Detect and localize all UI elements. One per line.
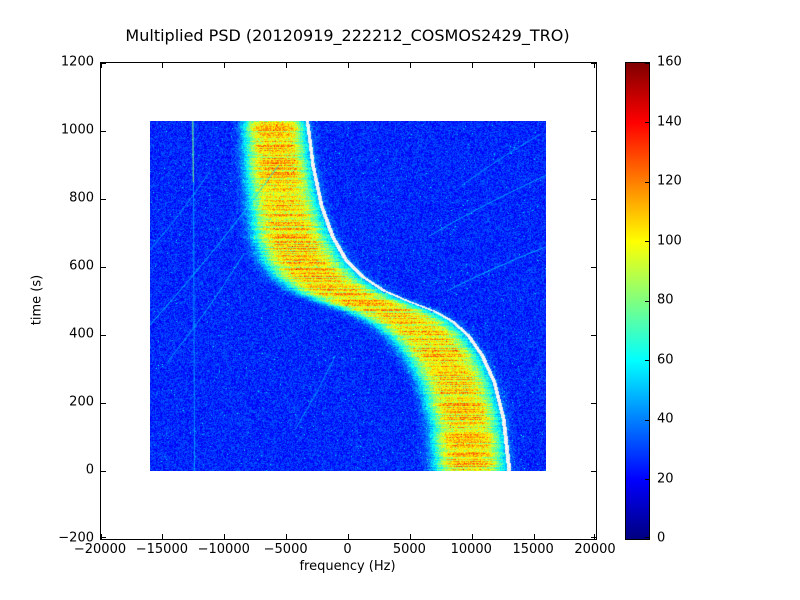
colorbar-tick-label: 100	[657, 233, 682, 248]
tick-mark	[101, 334, 106, 336]
colorbar	[625, 62, 650, 540]
tick-mark	[591, 334, 596, 336]
tick-mark	[101, 537, 106, 538]
tick-mark	[591, 198, 596, 200]
tick-mark	[162, 534, 164, 539]
tick-mark	[594, 534, 595, 539]
tick-mark	[591, 470, 596, 472]
y-tick-label: 0	[85, 462, 94, 478]
tick-mark	[591, 266, 596, 268]
tick-mark	[409, 63, 411, 68]
tick-mark	[348, 63, 349, 68]
tick-mark	[591, 63, 596, 64]
tick-mark	[591, 402, 596, 404]
tick-mark	[471, 534, 473, 539]
colorbar-tick-label: 120	[657, 173, 682, 189]
tick-mark	[533, 63, 535, 68]
tick-mark	[101, 266, 106, 268]
tick-mark	[286, 63, 288, 68]
tick-mark	[645, 63, 649, 64]
axes-frame	[100, 62, 597, 540]
x-tick-label: 10000	[450, 542, 492, 557]
y-axis-label: time (s)	[29, 274, 45, 326]
x-tick-label: 15000	[512, 542, 554, 557]
x-tick-label: −5000	[263, 542, 308, 557]
y-tick-label: 200	[69, 394, 94, 410]
plot-title: Multiplied PSD (20120919_222212_COSMOS24…	[125, 26, 570, 45]
y-tick-label: 800	[69, 190, 94, 206]
y-tick-label: 600	[69, 258, 94, 274]
tick-mark	[533, 534, 535, 539]
tick-mark	[645, 181, 649, 183]
y-tick-label: 1200	[60, 54, 94, 70]
colorbar-tick-label: 20	[657, 471, 674, 486]
spectrogram-heatmap	[150, 121, 546, 471]
tick-mark	[645, 300, 649, 302]
tick-mark	[101, 198, 106, 200]
tick-mark	[409, 534, 411, 539]
tick-mark	[286, 534, 288, 539]
y-tick-label: 400	[69, 326, 94, 342]
colorbar-tick-label: 0	[657, 530, 666, 546]
tick-mark	[101, 130, 106, 132]
y-tick-label: −200	[58, 530, 94, 546]
tick-mark	[471, 63, 473, 68]
colorbar-tick-label: 60	[657, 352, 674, 367]
tick-mark	[645, 537, 649, 538]
tick-mark	[645, 419, 649, 421]
x-tick-label: 20000	[574, 542, 616, 557]
colorbar-tick-label: 160	[657, 54, 682, 70]
tick-mark	[101, 63, 102, 68]
x-tick-label: −10000	[197, 542, 250, 557]
colorbar-tick-label: 40	[657, 411, 674, 427]
tick-mark	[224, 63, 226, 68]
tick-mark	[645, 122, 649, 123]
y-tick-label: 1000	[60, 122, 94, 138]
tick-mark	[101, 402, 106, 404]
x-tick-label: 5000	[392, 542, 426, 557]
tick-mark	[162, 63, 164, 68]
colorbar-gradient	[626, 63, 649, 539]
tick-mark	[645, 479, 649, 480]
tick-mark	[101, 470, 106, 472]
colorbar-tick-label: 80	[657, 292, 674, 308]
x-axis-label: frequency (Hz)	[299, 559, 396, 574]
tick-mark	[594, 63, 595, 68]
tick-mark	[591, 537, 596, 538]
x-tick-label: −20000	[73, 542, 127, 557]
x-tick-label: −15000	[135, 542, 188, 557]
tick-mark	[101, 63, 106, 64]
tick-mark	[645, 241, 649, 242]
x-tick-label: 0	[343, 542, 352, 557]
tick-mark	[348, 534, 349, 539]
tick-mark	[645, 360, 649, 361]
colorbar-tick-label: 140	[657, 114, 682, 129]
tick-mark	[591, 130, 596, 132]
tick-mark	[224, 534, 226, 539]
tick-mark	[101, 534, 102, 539]
